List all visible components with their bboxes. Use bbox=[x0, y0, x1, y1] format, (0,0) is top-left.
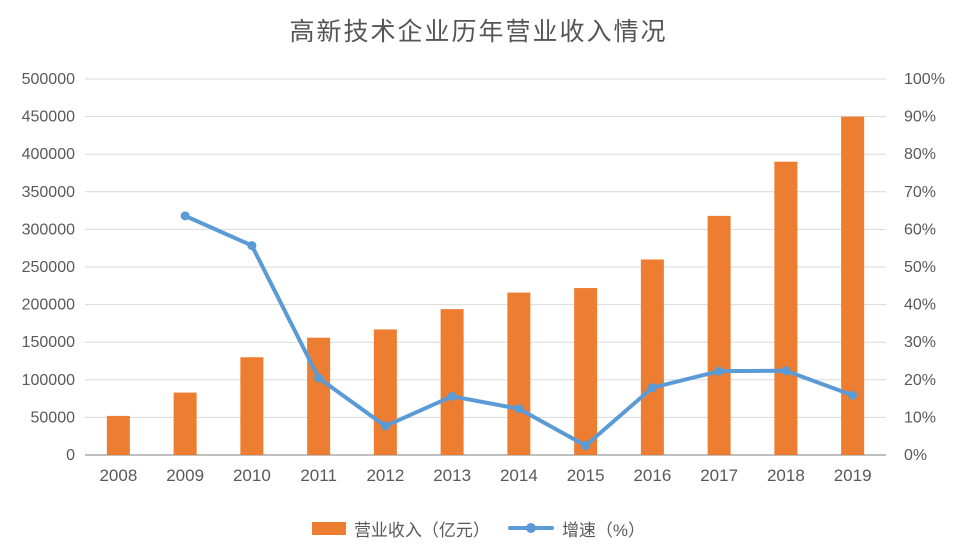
growth-point-2009 bbox=[180, 211, 190, 221]
bar-2010 bbox=[240, 357, 264, 455]
left-axis-tick-7: 350000 bbox=[22, 184, 75, 201]
legend-bar-label: 营业收入（亿元） bbox=[353, 520, 490, 540]
growth-point-2014 bbox=[514, 404, 524, 414]
x-axis-label-2017: 2017 bbox=[700, 466, 738, 485]
right-axis-tick-9: 90% bbox=[904, 109, 936, 126]
legend-item-revenue: 营业收入（亿元） bbox=[311, 516, 490, 541]
growth-point-2011 bbox=[314, 373, 324, 383]
chart-title: 高新技术企业历年营业收入情况 bbox=[289, 19, 668, 46]
right-axis-tick-4: 40% bbox=[904, 297, 936, 314]
right-axis-tick-7: 70% bbox=[904, 184, 936, 201]
growth-point-2012 bbox=[380, 421, 390, 431]
bar-2011 bbox=[307, 337, 331, 455]
bar-2018 bbox=[774, 161, 798, 455]
x-axis-label-2014: 2014 bbox=[500, 466, 538, 485]
right-axis-tick-10: 100% bbox=[904, 71, 945, 88]
x-axis-label-2018: 2018 bbox=[767, 466, 805, 485]
bar-2008 bbox=[106, 415, 130, 455]
x-axis-label-2011: 2011 bbox=[300, 466, 337, 485]
growth-point-2017 bbox=[714, 366, 724, 376]
right-axis-tick-0: 0% bbox=[904, 447, 927, 464]
x-axis-label-2016: 2016 bbox=[633, 466, 671, 485]
chart-legend: 营业收入（亿元） 增速（%） bbox=[0, 512, 957, 544]
growth-point-2016 bbox=[647, 383, 657, 393]
right-axis-tick-6: 60% bbox=[904, 221, 936, 238]
left-axis-tick-6: 300000 bbox=[22, 221, 75, 238]
x-axis-label-2008: 2008 bbox=[99, 466, 137, 485]
legend-item-growth: 增速（%） bbox=[507, 516, 646, 541]
left-axis-tick-2: 100000 bbox=[22, 372, 75, 389]
legend-bar-swatch-icon bbox=[311, 521, 346, 535]
right-axis-tick-2: 20% bbox=[904, 372, 936, 389]
legend-line-dot-icon bbox=[525, 523, 536, 533]
legend-line-swatch-icon bbox=[507, 523, 554, 533]
bar-2019 bbox=[841, 116, 865, 455]
growth-point-2015 bbox=[581, 441, 591, 451]
bar-2012 bbox=[373, 329, 397, 455]
right-axis-tick-1: 10% bbox=[904, 409, 936, 426]
x-axis-label-2019: 2019 bbox=[834, 466, 872, 485]
left-axis-tick-3: 150000 bbox=[22, 334, 75, 351]
bar-2017 bbox=[707, 215, 731, 455]
x-axis-label-2013: 2013 bbox=[433, 466, 471, 485]
growth-point-2010 bbox=[247, 241, 257, 251]
growth-point-2019 bbox=[848, 390, 858, 400]
left-axis-tick-0: 0 bbox=[66, 447, 75, 464]
growth-point-2013 bbox=[447, 391, 457, 401]
legend-line-label: 增速（%） bbox=[561, 520, 646, 540]
right-axis-tick-3: 30% bbox=[904, 334, 936, 351]
x-axis-label-2009: 2009 bbox=[166, 466, 204, 485]
bar-2013 bbox=[440, 309, 464, 455]
x-axis-label-2012: 2012 bbox=[366, 466, 404, 485]
bar-2014 bbox=[507, 292, 531, 455]
bar-2015 bbox=[574, 288, 598, 455]
x-axis-label-2010: 2010 bbox=[233, 466, 271, 485]
growth-point-2018 bbox=[781, 366, 791, 376]
left-axis-tick-5: 250000 bbox=[22, 259, 75, 276]
right-axis-tick-5: 50% bbox=[904, 259, 936, 276]
bar-2016 bbox=[640, 259, 664, 455]
bar-2009 bbox=[173, 392, 197, 455]
right-axis-tick-8: 80% bbox=[904, 146, 936, 163]
left-axis-tick-1: 50000 bbox=[31, 409, 76, 426]
left-axis-tick-10: 500000 bbox=[22, 71, 75, 88]
left-axis-tick-8: 400000 bbox=[22, 146, 75, 163]
left-axis-tick-4: 200000 bbox=[22, 297, 75, 314]
left-axis-tick-9: 450000 bbox=[22, 109, 75, 126]
x-axis-label-2015: 2015 bbox=[567, 466, 605, 485]
